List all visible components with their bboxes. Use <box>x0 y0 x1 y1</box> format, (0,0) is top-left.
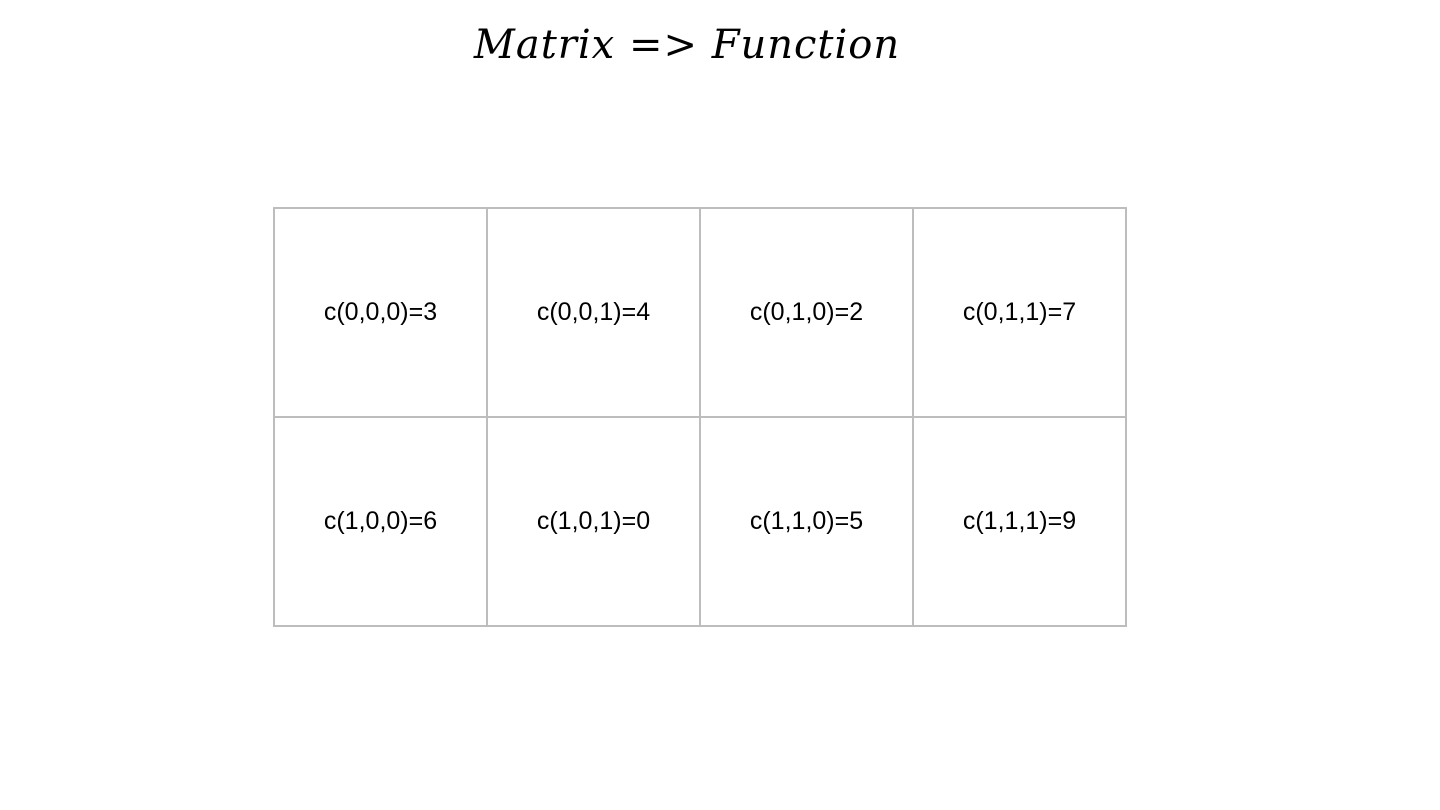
table-cell: c(0,1,0)=2 <box>699 207 914 418</box>
slide-title: Matrix => Function <box>473 22 901 68</box>
table-cell: c(0,0,1)=4 <box>486 207 701 418</box>
table-cell: c(1,1,0)=5 <box>699 416 914 627</box>
table-row: c(0,0,0)=3 c(0,0,1)=4 c(0,1,0)=2 c(0,1,1… <box>273 207 1127 418</box>
table-cell: c(0,1,1)=7 <box>912 207 1127 418</box>
table-cell: c(1,0,0)=6 <box>273 416 488 627</box>
matrix-table: c(0,0,0)=3 c(0,0,1)=4 c(0,1,0)=2 c(0,1,1… <box>273 207 1127 627</box>
table-row: c(1,0,0)=6 c(1,0,1)=0 c(1,1,0)=5 c(1,1,1… <box>273 416 1127 627</box>
table-cell: c(1,1,1)=9 <box>912 416 1127 627</box>
table-cell: c(1,0,1)=0 <box>486 416 701 627</box>
table-cell: c(0,0,0)=3 <box>273 207 488 418</box>
